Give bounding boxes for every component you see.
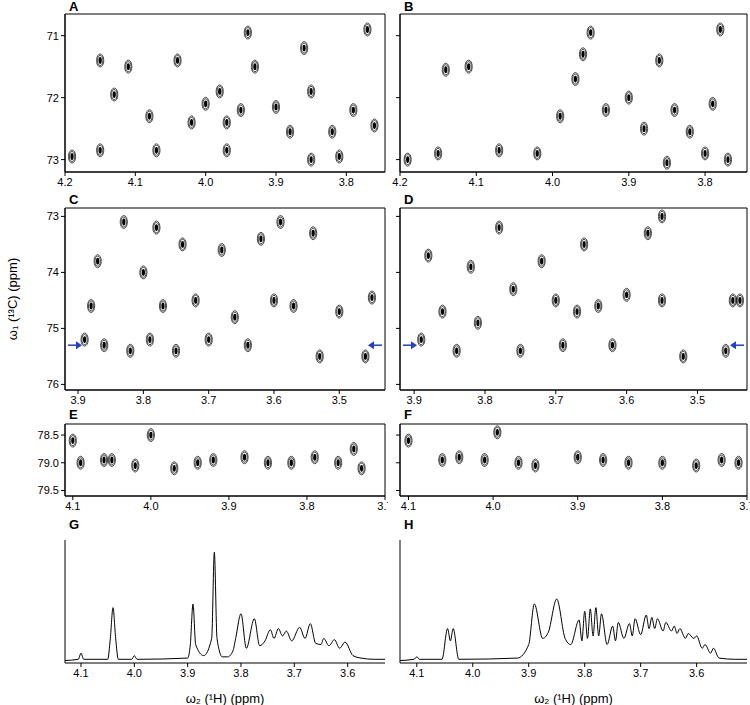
svg-text:4.1: 4.1 xyxy=(409,667,424,679)
svg-text:3.9: 3.9 xyxy=(268,176,283,188)
svg-text:3.8: 3.8 xyxy=(477,394,492,406)
svg-text:73: 73 xyxy=(47,154,59,166)
svg-text:3.8: 3.8 xyxy=(655,500,670,512)
svg-text:4.1: 4.1 xyxy=(73,667,88,679)
svg-text:4.1: 4.1 xyxy=(65,500,80,512)
svg-text:3.9: 3.9 xyxy=(221,500,236,512)
svg-text:4.1: 4.1 xyxy=(401,500,416,512)
svg-text:3.9: 3.9 xyxy=(621,176,636,188)
svg-text:3.8: 3.8 xyxy=(339,176,354,188)
html-text:D: D xyxy=(404,192,414,207)
svg-text:71: 71 xyxy=(47,30,59,42)
svg-text:ω₁ (¹³C) (ppm): ω₁ (¹³C) (ppm) xyxy=(5,258,20,340)
svg-text:4.0: 4.0 xyxy=(465,667,480,679)
svg-text:3.7: 3.7 xyxy=(287,667,302,679)
svg-text:75: 75 xyxy=(47,322,59,334)
svg-text:3.9: 3.9 xyxy=(407,394,422,406)
svg-text:79.5: 79.5 xyxy=(38,484,59,496)
html-text:C: C xyxy=(69,192,79,207)
svg-text:3.8: 3.8 xyxy=(697,176,712,188)
svg-text:3.5: 3.5 xyxy=(332,394,347,406)
svg-text:3.9: 3.9 xyxy=(521,667,536,679)
svg-text:3.8: 3.8 xyxy=(299,500,314,512)
svg-text:76: 76 xyxy=(47,378,59,390)
svg-text:3.6: 3.6 xyxy=(689,667,704,679)
svg-text:3.6: 3.6 xyxy=(340,667,355,679)
html-text:E: E xyxy=(69,407,78,422)
svg-text:3.7: 3.7 xyxy=(377,500,388,512)
svg-text:4.2: 4.2 xyxy=(392,176,407,188)
svg-text:4.1: 4.1 xyxy=(128,176,143,188)
svg-text:4.0: 4.0 xyxy=(143,500,158,512)
html-text:H: H xyxy=(404,517,414,532)
svg-text:3.9: 3.9 xyxy=(70,394,85,406)
svg-text:4.2: 4.2 xyxy=(57,176,72,188)
svg-text:74: 74 xyxy=(47,266,59,278)
svg-text:3.7: 3.7 xyxy=(633,667,648,679)
svg-text:3.9: 3.9 xyxy=(570,500,585,512)
svg-text:3.7: 3.7 xyxy=(201,394,216,406)
html-text:B: B xyxy=(404,0,414,14)
html-text:A: A xyxy=(69,0,79,14)
svg-text:4.1: 4.1 xyxy=(469,176,484,188)
svg-text:3.8: 3.8 xyxy=(233,667,248,679)
svg-text:3.9: 3.9 xyxy=(180,667,195,679)
svg-text:4.0: 4.0 xyxy=(545,176,560,188)
svg-text:ω₂ (¹H) (ppm): ω₂ (¹H) (ppm) xyxy=(186,691,265,705)
svg-text:4.0: 4.0 xyxy=(198,176,213,188)
svg-text:3.7: 3.7 xyxy=(548,394,563,406)
svg-text:79.0: 79.0 xyxy=(38,457,59,469)
svg-text:72: 72 xyxy=(47,92,59,104)
svg-text:3.6: 3.6 xyxy=(266,394,281,406)
svg-text:3.7: 3.7 xyxy=(739,500,750,512)
svg-text:3.6: 3.6 xyxy=(619,394,634,406)
svg-text:73: 73 xyxy=(47,210,59,222)
svg-text:4.0: 4.0 xyxy=(485,500,500,512)
svg-text:ω₂ (¹H) (ppm): ω₂ (¹H) (ppm) xyxy=(534,691,613,705)
svg-text:4.0: 4.0 xyxy=(127,667,142,679)
svg-text:3.8: 3.8 xyxy=(577,667,592,679)
svg-text:3.5: 3.5 xyxy=(690,394,705,406)
html-text:G: G xyxy=(69,517,80,532)
svg-text:78.5: 78.5 xyxy=(38,429,59,441)
svg-text:3.8: 3.8 xyxy=(136,394,151,406)
html-text:F: F xyxy=(404,407,412,422)
